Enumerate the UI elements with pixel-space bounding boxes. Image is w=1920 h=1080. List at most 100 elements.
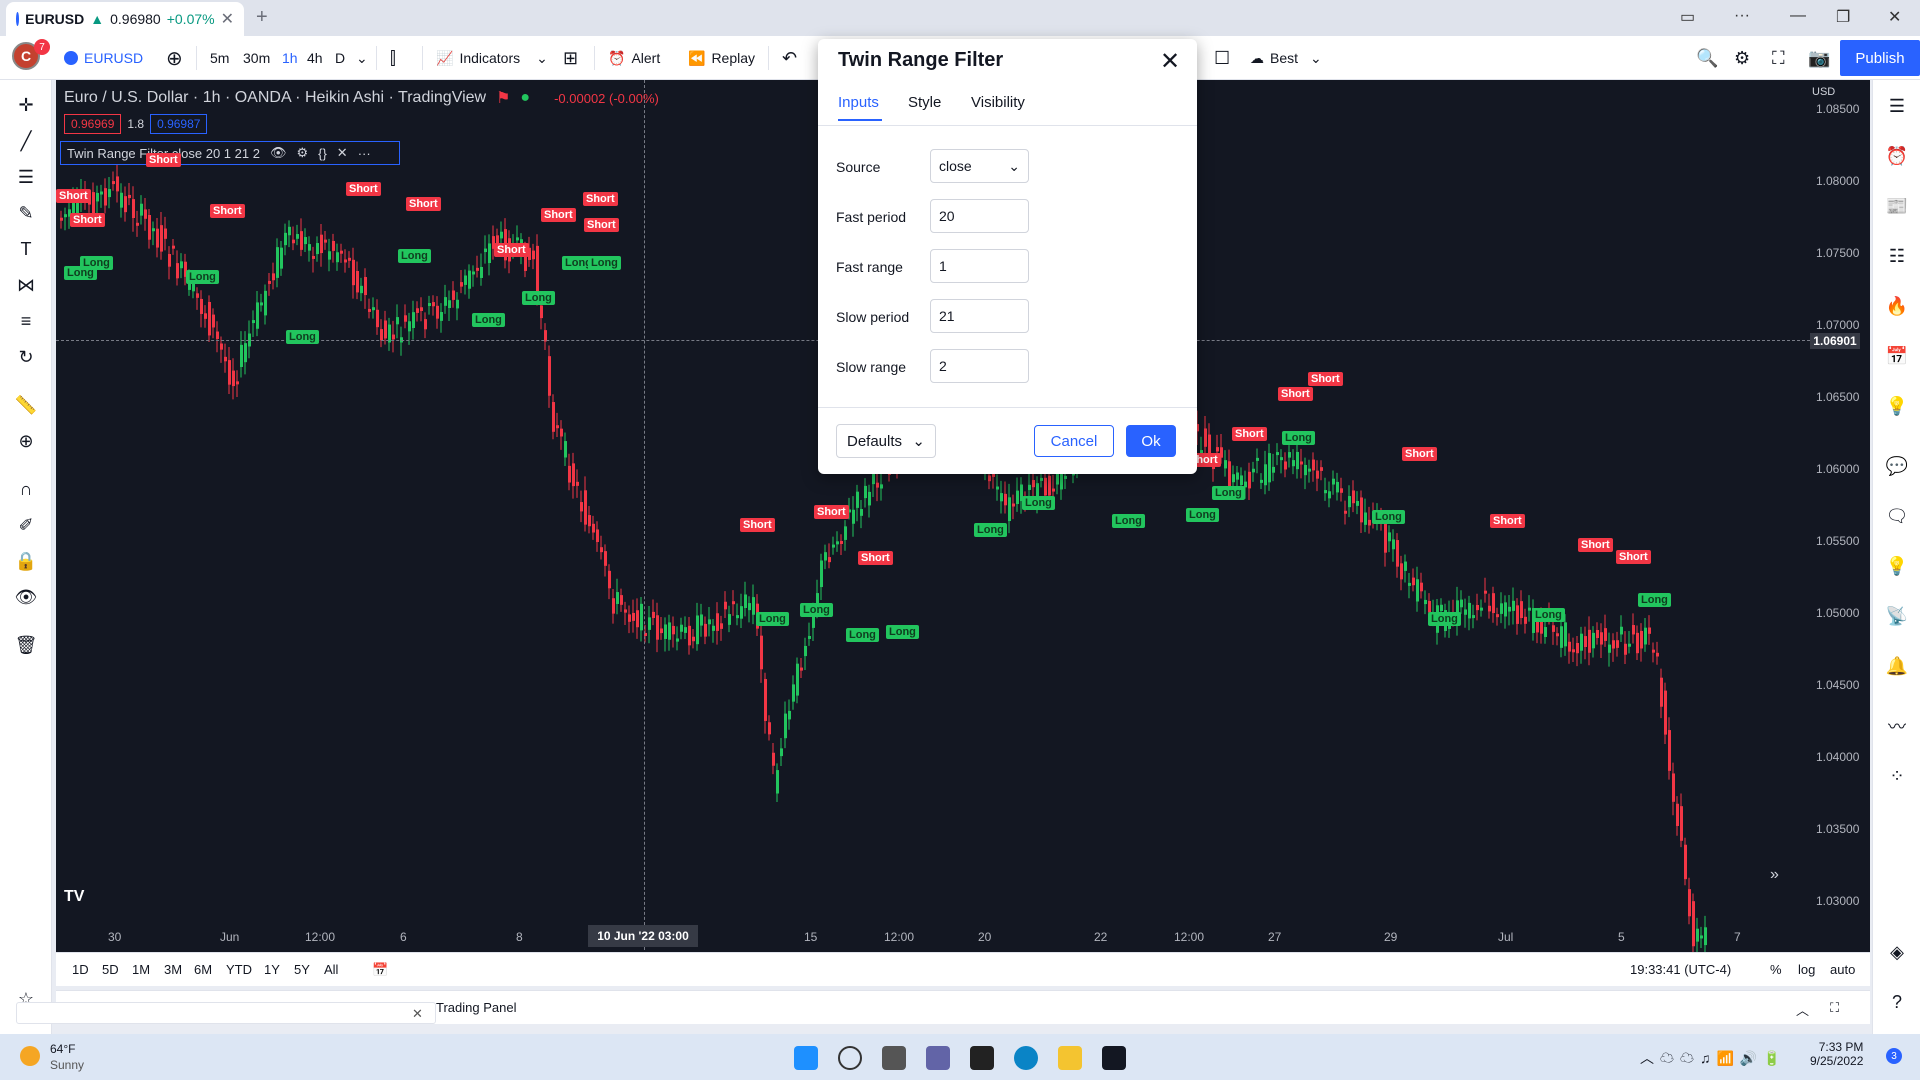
- cloud-save-button[interactable]: ☁ Best ⌄: [1250, 36, 1322, 80]
- log-toggle[interactable]: log: [1798, 962, 1816, 977]
- range-all[interactable]: All: [324, 962, 339, 977]
- settings-gear-icon[interactable]: ⚙: [296, 145, 309, 160]
- range-5d[interactable]: 5D: [102, 962, 119, 977]
- cancel-button[interactable]: Cancel: [1034, 425, 1114, 457]
- camera-icon[interactable]: 📷: [1808, 47, 1831, 68]
- tab-style[interactable]: Style: [908, 94, 942, 111]
- notification-count-badge[interactable]: 3: [1886, 1048, 1902, 1064]
- search-icon[interactable]: [838, 1046, 862, 1070]
- more-icon[interactable]: ···: [1734, 7, 1750, 24]
- notion-icon[interactable]: [970, 1046, 994, 1070]
- slow-range-input[interactable]: 2: [930, 349, 1029, 383]
- symbol-search-button[interactable]: EURUSD: [64, 36, 143, 80]
- range-3m[interactable]: 3M: [164, 962, 183, 977]
- trash-icon[interactable]: 🗑: [14, 634, 38, 655]
- hotlists-icon[interactable]: 🔥: [1885, 295, 1909, 316]
- data-window-icon[interactable]: ☷: [1888, 245, 1906, 266]
- settings-gear-icon[interactable]: ⚙: [1734, 47, 1751, 68]
- desktop-view-icon[interactable]: ▭: [1680, 9, 1696, 26]
- weather-temp[interactable]: 64°F: [50, 1042, 76, 1056]
- maximize-icon[interactable]: ❐: [1836, 9, 1851, 26]
- alert-button[interactable]: ⏰ Alert: [608, 36, 660, 80]
- minimize-icon[interactable]: —: [1790, 7, 1806, 24]
- text-icon[interactable]: T: [20, 238, 32, 259]
- range-1y[interactable]: 1Y: [264, 962, 280, 977]
- crosshair-icon[interactable]: ✛: [18, 94, 34, 115]
- chats-icon[interactable]: 💬: [1885, 455, 1909, 476]
- layout-square-icon[interactable]: ☐: [1214, 47, 1231, 68]
- file-explorer-icon[interactable]: [1058, 1046, 1082, 1070]
- new-tab-button[interactable]: +: [256, 6, 268, 28]
- dots-grid-icon[interactable]: ⁘: [1889, 765, 1905, 786]
- trend-icon[interactable]: 〰: [1888, 717, 1906, 737]
- collapse-up-icon[interactable]: ︿: [1796, 1003, 1810, 1018]
- close-icon[interactable]: ✕: [412, 1006, 423, 1021]
- eye-icon[interactable]: 👁: [14, 586, 38, 607]
- tradingview-app-icon[interactable]: [1102, 1046, 1126, 1070]
- window-close-icon[interactable]: ✕: [1888, 9, 1902, 26]
- ask-price[interactable]: 0.96987: [150, 114, 208, 134]
- eye-icon[interactable]: 👁: [269, 145, 287, 160]
- interval-1h[interactable]: 1h: [282, 50, 298, 66]
- percent-toggle[interactable]: %: [1770, 962, 1782, 977]
- watchlist-icon[interactable]: ☰: [1888, 95, 1906, 116]
- search-icon[interactable]: 🔍: [1696, 47, 1719, 68]
- clock-time[interactable]: 19:33:41 (UTC-4): [1630, 962, 1732, 977]
- tab-close-icon[interactable]: ✕: [220, 11, 234, 28]
- interval-30m[interactable]: 30m: [243, 50, 271, 66]
- fullscreen-icon[interactable]: ⛶: [1772, 47, 1785, 68]
- goto-date-icon[interactable]: 📅: [372, 962, 389, 977]
- ok-button[interactable]: Ok: [1126, 425, 1176, 457]
- interval-d[interactable]: D: [335, 50, 346, 66]
- refresh-icon[interactable]: ↻: [18, 346, 34, 367]
- ideas-icon[interactable]: 💡: [1885, 395, 1909, 416]
- auto-toggle[interactable]: auto: [1830, 962, 1856, 977]
- weather-sun-icon[interactable]: [20, 1046, 40, 1066]
- range-ytd[interactable]: YTD: [226, 962, 252, 977]
- close-icon[interactable]: ✕: [1160, 48, 1181, 75]
- magnet-icon[interactable]: ∩: [19, 478, 33, 499]
- edge-browser-icon[interactable]: [1014, 1046, 1038, 1070]
- brush-icon[interactable]: ✎: [18, 202, 34, 223]
- indicators-button[interactable]: 📈 Indicators ⌄: [436, 36, 548, 80]
- tab-inputs[interactable]: Inputs: [838, 94, 879, 111]
- currency-label[interactable]: USD: [1812, 86, 1836, 98]
- slow-period-input[interactable]: 21: [930, 299, 1029, 333]
- interval-dropdown-icon[interactable]: ⌄: [356, 49, 368, 66]
- range-1d[interactable]: 1D: [72, 962, 89, 977]
- fast-period-input[interactable]: 20: [930, 199, 1029, 233]
- broadcast-icon[interactable]: 📡: [1885, 605, 1909, 626]
- fast-range-input[interactable]: 1: [930, 249, 1029, 283]
- search-input[interactable]: [16, 1002, 436, 1024]
- trading-panel-tab[interactable]: Trading Panel: [436, 1000, 517, 1015]
- alerts-icon[interactable]: ⏰: [1885, 145, 1909, 166]
- zoom-in-icon[interactable]: ⊕: [18, 430, 34, 451]
- streams-icon[interactable]: 💡: [1885, 555, 1909, 576]
- source-code-icon[interactable]: {}: [318, 145, 327, 161]
- chart-type-icon[interactable]: ⫿: [390, 47, 396, 68]
- fib-retracement-icon[interactable]: ☰: [17, 166, 35, 187]
- source-select[interactable]: close ⌄: [930, 149, 1029, 183]
- layouts-icon[interactable]: ⊞: [563, 47, 579, 68]
- compare-add-icon[interactable]: ⊕: [166, 47, 183, 70]
- ruler-icon[interactable]: 📏: [14, 394, 38, 415]
- layers-icon[interactable]: ◈: [1890, 941, 1904, 962]
- more-icon[interactable]: ···: [357, 145, 371, 161]
- tab-visibility[interactable]: Visibility: [971, 94, 1025, 111]
- range-1m[interactable]: 1M: [132, 962, 151, 977]
- calendar-icon[interactable]: 📅: [1885, 345, 1909, 366]
- interval-5m[interactable]: 5m: [210, 50, 230, 66]
- tradingview-logo-icon[interactable]: TV: [64, 888, 85, 905]
- messages-icon[interactable]: 🗨: [1885, 505, 1909, 526]
- range-5y[interactable]: 5Y: [294, 962, 310, 977]
- scroll-to-realtime-icon[interactable]: »: [1770, 866, 1779, 883]
- bid-price[interactable]: 0.96969: [64, 114, 122, 134]
- news-icon[interactable]: 📰: [1885, 195, 1909, 216]
- system-tray-icons[interactable]: ︿☁☁♫📶🔊🔋: [1640, 1050, 1787, 1066]
- replay-button[interactable]: ⏪ Replay: [688, 36, 755, 80]
- system-clock[interactable]: 7:33 PM 9/25/2022: [1810, 1040, 1863, 1068]
- lock-icon[interactable]: 🔒: [14, 550, 38, 571]
- task-view-icon[interactable]: [882, 1046, 906, 1070]
- remove-icon[interactable]: ✕: [336, 145, 348, 160]
- trend-line-icon[interactable]: ╱: [20, 130, 32, 151]
